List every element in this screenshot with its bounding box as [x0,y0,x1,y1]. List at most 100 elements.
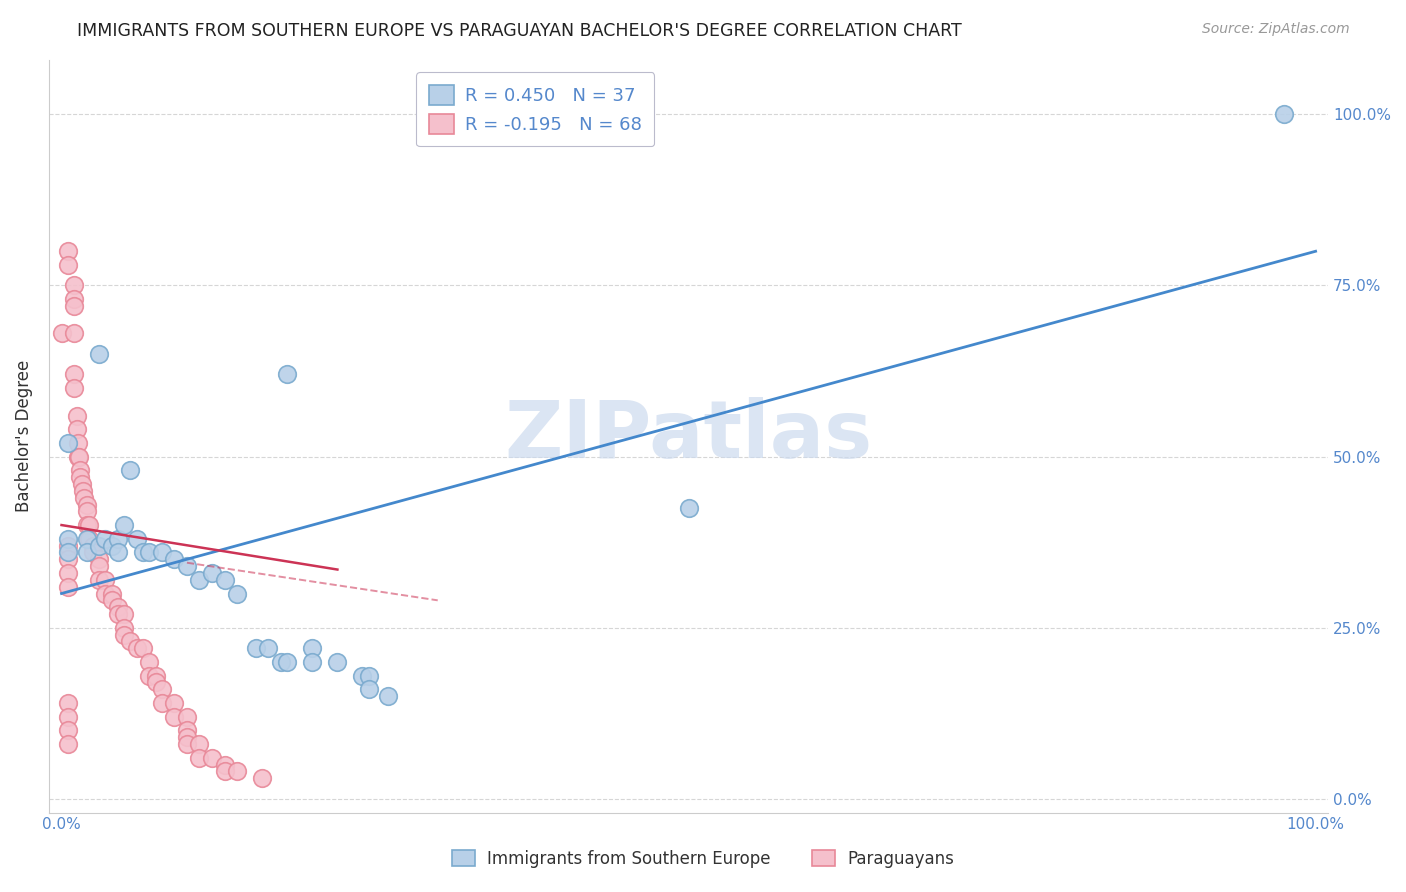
Point [51,326,73,341]
Point [67,450,90,464]
Point [56,696,79,710]
Point [257,641,280,656]
Point [56,566,79,580]
Text: IMMIGRANTS FROM SOUTHERN EUROPE VS PARAGUAYAN BACHELOR'S DEGREE CORRELATION CHAR: IMMIGRANTS FROM SOUTHERN EUROPE VS PARAG… [77,22,962,40]
Point [82,539,104,553]
Point [63,368,86,382]
Point [188,573,211,587]
Point [89,573,111,587]
Point [94,586,117,600]
Point [176,709,198,723]
Point [176,559,198,574]
Point [112,627,135,641]
Point [357,682,380,697]
Point [56,580,79,594]
Point [176,723,198,738]
Point [82,545,104,559]
Point [76,518,98,533]
Text: ZIPatlas: ZIPatlas [505,397,873,475]
Legend: Immigrants from Southern Europe, Paraguayans: Immigrants from Southern Europe, Paragua… [446,844,960,875]
Text: Source: ZipAtlas.com: Source: ZipAtlas.com [1202,22,1350,37]
Point [69,463,91,477]
Point [120,463,142,477]
Point [56,737,79,751]
Point [56,723,79,738]
Point [100,586,122,600]
Point [125,532,148,546]
Point [56,545,79,559]
Point [63,381,86,395]
Point [201,751,224,765]
Point [56,539,79,553]
Point [357,668,380,682]
Point [76,545,98,559]
Point [678,500,700,515]
Point [276,655,298,669]
Point [89,552,111,566]
Point [76,498,98,512]
Point [65,422,87,436]
Point [56,552,79,566]
Point [188,751,211,765]
Point [89,347,111,361]
Point [1272,107,1295,121]
Point [214,764,236,779]
Point [66,450,89,464]
Point [132,545,155,559]
Point [301,641,323,656]
Point [150,545,173,559]
Point [72,483,94,498]
Point [245,641,267,656]
Point [120,634,142,648]
Point [100,539,122,553]
Point [77,518,100,533]
Point [56,436,79,450]
Point [77,532,100,546]
Point [73,491,96,505]
Point [145,675,167,690]
Point [163,552,186,566]
Point [70,477,93,491]
Point [94,532,117,546]
Point [176,737,198,751]
Point [69,470,91,484]
Point [76,504,98,518]
Point [163,709,186,723]
Legend: R = 0.450   N = 37, R = -0.195   N = 68: R = 0.450 N = 37, R = -0.195 N = 68 [416,72,654,146]
Point [250,772,273,786]
Point [76,532,98,546]
Point [138,655,160,669]
Point [65,409,87,423]
Point [107,600,129,615]
Point [112,621,135,635]
Point [107,532,129,546]
Point [176,731,198,745]
Point [63,326,86,341]
Point [56,244,79,259]
Point [145,668,167,682]
Point [100,593,122,607]
Point [226,764,249,779]
Point [66,436,89,450]
Point [276,368,298,382]
Point [107,607,129,621]
Point [56,532,79,546]
Point [56,258,79,272]
Point [214,757,236,772]
Point [163,696,186,710]
Point [138,545,160,559]
Point [94,573,117,587]
Point [214,573,236,587]
Point [89,539,111,553]
Point [112,607,135,621]
Point [352,668,374,682]
Point [301,655,323,669]
Point [89,559,111,574]
Point [138,668,160,682]
Point [63,292,86,306]
Point [132,641,155,656]
Point [150,696,173,710]
Point [63,278,86,293]
Point [226,586,249,600]
Point [377,689,399,703]
